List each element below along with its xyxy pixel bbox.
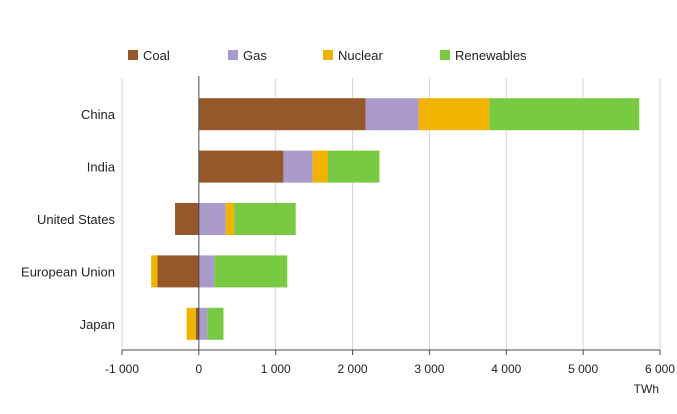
category-label-india: India (87, 160, 116, 175)
bar-united-states-gas (198, 203, 226, 235)
x-axis-unit-label: TWh (634, 382, 659, 396)
legend-swatch-coal (128, 50, 138, 60)
x-tick-label-2: 1 000 (261, 362, 291, 376)
bar-japan-renewables (207, 307, 224, 340)
x-tick-label-3: 2 000 (338, 362, 368, 376)
bar-india-nuclear (312, 150, 328, 183)
bar-european-union-coal (157, 255, 199, 288)
bar-japan-gas (198, 307, 208, 340)
x-tick-label-0: -1 000 (105, 362, 139, 376)
x-tick-label-6: 5 000 (568, 362, 598, 376)
legend-label-renewables: Renewables (455, 48, 527, 63)
bar-india-coal (198, 150, 284, 183)
category-label-european-union: European Union (21, 264, 115, 279)
bar-united-states-coal (175, 203, 199, 235)
bar-china-renewables (489, 98, 640, 131)
legend-swatch-renewables (440, 50, 450, 60)
legend-swatch-nuclear (323, 50, 333, 60)
legend-swatch-gas (228, 50, 238, 60)
x-tick-label-1: 0 (196, 362, 203, 376)
legend-label-coal: Coal (143, 48, 170, 63)
bar-india-gas (283, 150, 313, 183)
x-tick-label-7: 6 000 (645, 362, 675, 376)
bar-india-renewables (327, 150, 380, 183)
bar-united-states-renewables (234, 203, 296, 235)
category-label-japan: Japan (80, 317, 115, 332)
bar-european-union-nuclear (151, 255, 158, 288)
legend-label-gas: Gas (243, 48, 267, 63)
bar-japan-nuclear (186, 307, 196, 340)
bar-united-states-nuclear (225, 203, 235, 235)
category-label-china: China (81, 107, 116, 122)
category-label-united-states: United States (37, 212, 116, 227)
bar-china-gas (365, 98, 419, 131)
bar-european-union-gas (198, 255, 215, 288)
bar-china-nuclear (418, 98, 490, 131)
legend-label-nuclear: Nuclear (338, 48, 383, 63)
bar-european-union-renewables (214, 255, 288, 288)
x-tick-label-5: 4 000 (491, 362, 521, 376)
bar-japan-coal (195, 307, 199, 340)
x-tick-label-4: 3 000 (414, 362, 444, 376)
bar-china-coal (198, 98, 366, 131)
